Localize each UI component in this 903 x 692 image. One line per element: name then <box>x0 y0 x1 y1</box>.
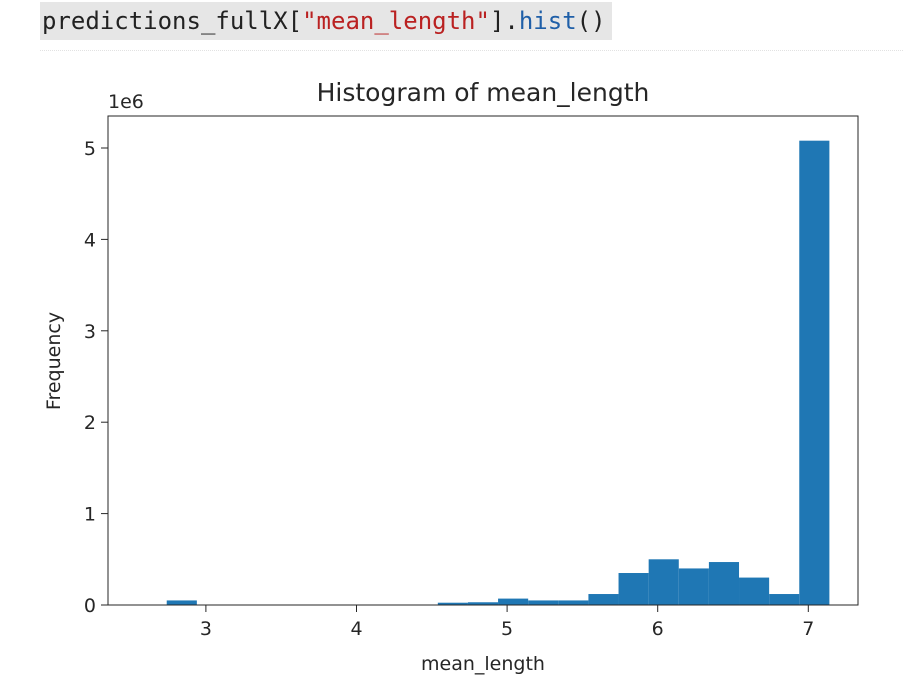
histogram-bar-11 <box>498 598 529 605</box>
chart-title: Histogram of mean_length <box>317 78 650 107</box>
bars-layer <box>166 140 830 605</box>
histogram-bar-14 <box>588 594 619 605</box>
y-scale-label: 1e6 <box>108 91 144 113</box>
y-axis-label: Frequency <box>43 312 65 410</box>
code-cell[interactable]: predictions_fullX["mean_length"].hist() <box>40 0 903 51</box>
x-axis-label: mean_length <box>421 653 545 675</box>
histogram-bar-20 <box>769 594 800 605</box>
x-tick-label: 3 <box>200 618 212 640</box>
histogram-bar-0 <box>166 600 197 605</box>
x-tick-label: 6 <box>652 618 664 640</box>
y-tick-label: 5 <box>84 138 96 160</box>
ticks-layer: 3 4 5 6 7 0 1 2 3 4 5 <box>84 138 814 640</box>
code-method: hist <box>518 7 577 35</box>
histogram-bar-12 <box>528 600 559 605</box>
code-close-bracket: ]. <box>489 7 519 35</box>
histogram-bar-9 <box>437 602 468 605</box>
x-tick-label: 5 <box>501 618 513 640</box>
histogram-bar-16 <box>648 559 679 605</box>
histogram-bar-19 <box>739 577 770 605</box>
histogram-bar-10 <box>467 602 499 605</box>
axes-frame <box>107 115 859 606</box>
code-object: predictions_fullX <box>42 7 288 35</box>
histogram-bar-15 <box>618 573 649 605</box>
code-open-bracket: [ <box>287 7 303 35</box>
y-tick-label: 4 <box>84 229 96 251</box>
histogram-bar-18 <box>708 562 740 605</box>
histogram-bar-21 <box>799 140 830 605</box>
code-input[interactable]: predictions_fullX["mean_length"].hist() <box>40 2 612 40</box>
x-tick-label: 4 <box>350 618 362 640</box>
y-tick-label: 0 <box>84 595 96 617</box>
histogram-bar-17 <box>678 568 709 605</box>
code-key-string: "mean_length" <box>302 7 490 35</box>
histogram-bar-13 <box>558 600 589 605</box>
code-call: () <box>576 7 606 35</box>
y-tick-label: 1 <box>84 504 96 526</box>
y-tick-label: 3 <box>84 321 96 343</box>
y-tick-label: 2 <box>84 412 96 434</box>
x-tick-label: 7 <box>802 618 814 640</box>
